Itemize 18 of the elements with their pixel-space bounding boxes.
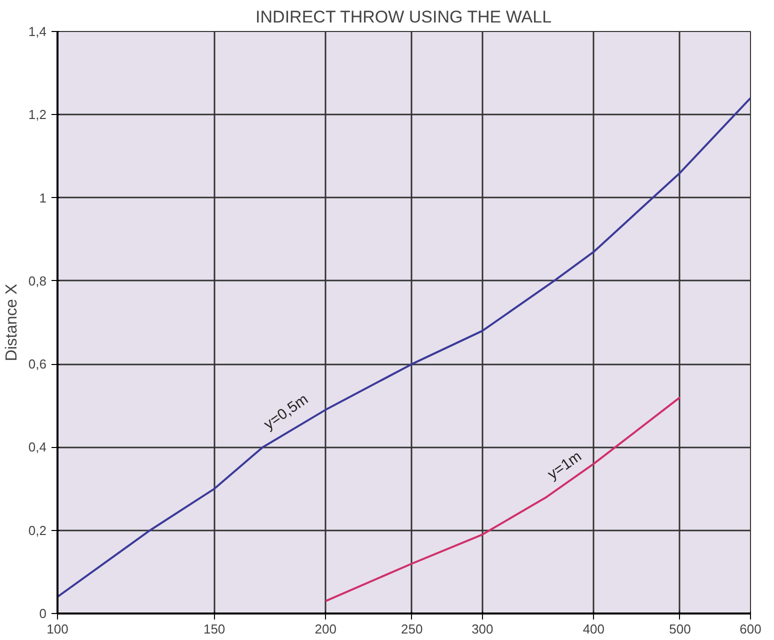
y-tick-label: 1,4	[28, 24, 47, 39]
y-tick-label: 0,6	[28, 356, 47, 372]
x-tick-label: 500	[669, 622, 691, 636]
y-axis-title: Distance X	[3, 283, 20, 362]
x-tick-label: 250	[401, 622, 423, 636]
y-tick-label: 0	[39, 606, 47, 621]
y-tick-label: 1	[39, 190, 47, 206]
y-tick-label: 0,4	[28, 440, 47, 455]
x-tick-label: 100	[46, 622, 68, 636]
x-tick-label: 200	[314, 622, 336, 636]
x-tick-label: 600	[740, 622, 762, 636]
y-tick-label: 1,2	[28, 107, 47, 122]
y-tick-label: 0,2	[28, 522, 47, 538]
x-tick-label: 300	[472, 622, 494, 636]
y-tick-label: 0,8	[28, 273, 47, 288]
x-tick-label: 400	[582, 622, 605, 636]
chart-title: INDIRECT THROW USING THE WALL	[256, 8, 552, 26]
x-tick-label: 150	[203, 622, 226, 636]
